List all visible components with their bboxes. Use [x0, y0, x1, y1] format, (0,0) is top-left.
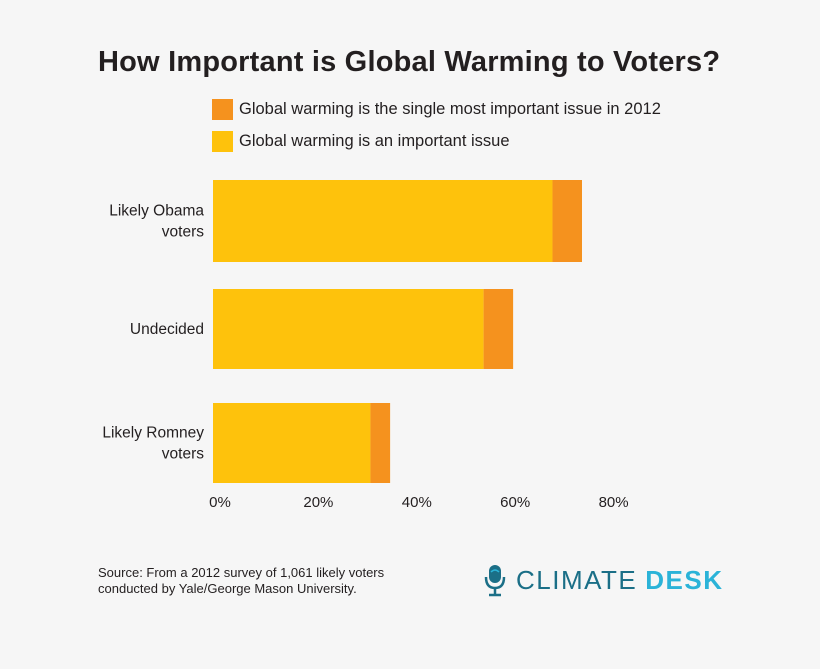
x-tick-label-0: 0% [209, 494, 231, 511]
legend-swatch-most-important [212, 98, 233, 120]
legend-item-important: Global warming is an important issue [212, 130, 661, 152]
legend-label-important: Global warming is an important issue [239, 131, 510, 150]
climate-desk-logo: CLIMATE DESK [482, 563, 724, 597]
logo-text-climate: CLIMATE [516, 564, 638, 595]
x-tick-label-2: 40% [402, 494, 432, 511]
category-label-2-1: voters [162, 446, 204, 463]
legend-item-most-important: Global warming is the single most import… [212, 98, 661, 120]
bar-important-2 [213, 403, 371, 483]
x-tick-label-4: 80% [599, 494, 629, 511]
legend-label-most-important: Global warming is the single most import… [239, 99, 661, 118]
x-tick-label-1: 20% [303, 494, 333, 511]
category-label-2-0: Likely Romney [102, 425, 204, 442]
category-label-0-1: voters [162, 224, 204, 241]
chart-title: How Important is Global Warming to Voter… [98, 46, 721, 78]
category-label-0-0: Likely Obama [109, 203, 204, 220]
logo-text-desk: DESK [645, 564, 724, 595]
bar-important-1 [213, 289, 484, 369]
microphone-icon [484, 565, 506, 597]
bar-most-important-0 [552, 180, 582, 262]
legend-swatch-important [212, 130, 233, 152]
legend: Global warming is the single most import… [212, 98, 661, 162]
x-tick-label-3: 60% [500, 494, 530, 511]
source-note: Source: From a 2012 survey of 1,061 like… [98, 565, 385, 596]
bar-most-important-2 [370, 403, 391, 483]
bar-most-important-1 [483, 289, 514, 369]
category-label-1-0: Undecided [130, 321, 204, 338]
bar-important-0 [213, 180, 553, 262]
